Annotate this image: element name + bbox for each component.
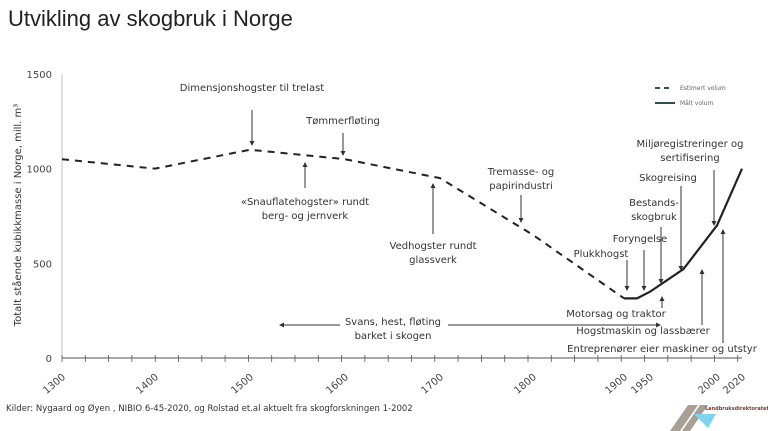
annotation-text: Foryngelse	[613, 234, 668, 245]
annotation-text: Tømmerfløting	[305, 116, 380, 127]
annotation: Entreprenører eier maskiner og utstyr	[567, 229, 758, 355]
annotation-text: sertifisering	[660, 153, 719, 164]
annotation-text: glassverk	[409, 255, 457, 266]
annotation: Miljøregistreringer og sertifisering	[637, 139, 744, 226]
annotation: Bestands-skogbruk	[629, 198, 679, 284]
annotation: Dimensjonshogster til trelast	[180, 83, 324, 146]
annotation: Plukkhogst	[574, 249, 630, 291]
annotation-text: Svans, hest, fløting	[345, 317, 441, 328]
annotation-text: Dimensjonshogster til trelast	[180, 83, 324, 94]
x-tick-label: 1700	[419, 372, 446, 397]
annotation-text: Tremasse- og	[487, 167, 554, 178]
annotation-text: Hogstmaskin og lassbærer	[576, 326, 710, 337]
x-tick-label: 1600	[324, 372, 351, 397]
y-tick-label: 0	[46, 354, 52, 365]
estimated-volume-line	[61, 148, 625, 300]
x-tick-label: 1900	[603, 372, 630, 397]
y-axis-label: Totalt stående kubikkmasse i Norge, mill…	[11, 104, 24, 328]
annotation: Vedhogster rundt glassverk	[390, 183, 477, 266]
annotation-text: Skogreising	[639, 173, 697, 184]
source-note: Kilder: Nygaard og Øyen , NIBIO 6-45-202…	[6, 404, 413, 414]
x-tick-label: 1500	[229, 372, 256, 397]
x-tick-label: 2000	[696, 372, 723, 397]
annotation-text: Bestands-	[629, 198, 679, 209]
y-tick-label: 1500	[27, 70, 52, 81]
annotation-text: Motorsag og traktor	[566, 309, 666, 320]
measured-volume-line	[624, 168, 744, 300]
annotation-text: papirindustri	[489, 181, 553, 192]
page-title: Utvikling av skogbruk i Norge	[8, 6, 293, 31]
annotation: «Snauflatehogster» rundt berg- og jernver…	[241, 162, 369, 222]
annotation: Svans, hest, fløting barket i skogen	[279, 317, 661, 342]
logo: Landbruksdirektoratet	[670, 405, 768, 431]
x-tick-label: 1950	[629, 372, 656, 397]
annotation: Tremasse- og papirindustri	[487, 167, 554, 223]
annotation: Foryngelse	[613, 234, 668, 291]
annotation-text: «Snauflatehogster» rundt	[241, 197, 369, 208]
x-tick-label: 1400	[134, 372, 161, 397]
annotation-text: skogbruk	[631, 212, 677, 223]
annotation: Tømmerfløting	[305, 116, 380, 156]
y-tick-label: 1000	[27, 165, 52, 176]
annotation: Skogreising	[639, 173, 697, 271]
legend-label-estimated: Estimert volum	[680, 85, 726, 92]
legend: Estimert volum Målt volum	[655, 85, 726, 107]
x-tick-label: 2020	[721, 372, 748, 397]
y-tick-label: 500	[33, 259, 52, 270]
annotation-text: Plukkhogst	[574, 249, 629, 260]
annotation-text: Vedhogster rundt	[390, 241, 477, 252]
x-tick-label: 1300	[41, 372, 68, 397]
annotation-text: barket i skogen	[355, 331, 432, 342]
annotation: Motorsag og traktor	[566, 296, 667, 320]
svg-text:Landbruksdirektoratet: Landbruksdirektoratet	[705, 406, 768, 412]
legend-label-measured: Målt volum	[680, 100, 713, 107]
x-tick-label: 1800	[512, 372, 539, 397]
annotation-text: Miljøregistreringer og	[637, 139, 744, 150]
annotation-text: Entreprenører eier maskiner og utstyr	[567, 344, 758, 355]
annotation: Hogstmaskin og lassbærer	[576, 269, 711, 337]
annotation-text: berg- og jernverk	[262, 211, 349, 222]
